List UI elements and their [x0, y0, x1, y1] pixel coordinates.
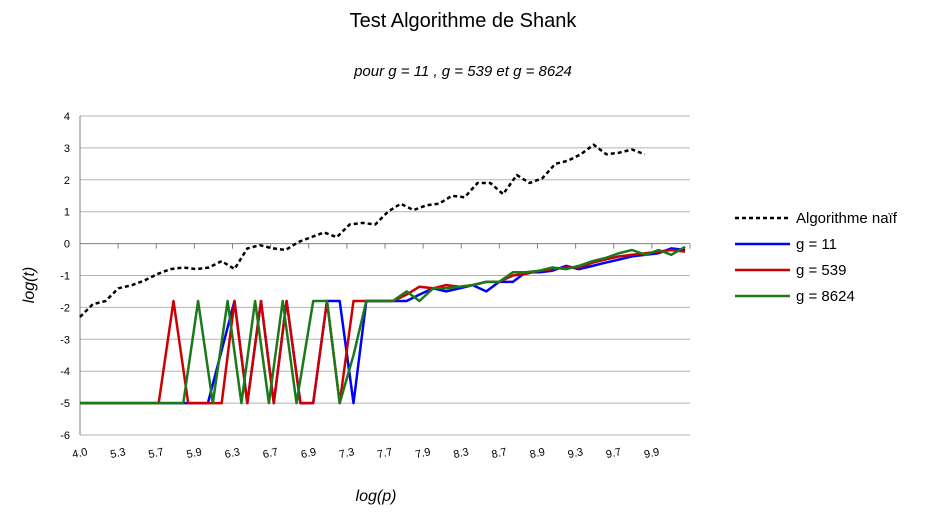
y-tick-label: 3 [64, 143, 70, 155]
y-tick-label: -5 [60, 398, 70, 410]
x-axis-title: log(p) [356, 488, 397, 505]
legend: Algorithme naïf g = 11 g = 539 g = 8624 [735, 210, 898, 305]
legend-label: g = 8624 [796, 288, 855, 305]
y-tick-label: -2 [60, 302, 70, 314]
gridlines [80, 115, 690, 436]
x-tick-label: 8.9 [529, 446, 546, 461]
y-tick-label: -3 [60, 334, 70, 346]
y-tick-label: -4 [60, 366, 70, 378]
y-tick-label: -1 [60, 271, 70, 283]
chart-subtitle: pour g = 11 , g = 539 et g = 8624 [353, 63, 572, 80]
x-tick-label: 8.7 [491, 446, 508, 461]
x-tick-label: 8.3 [452, 446, 469, 461]
y-tick-label: 2 [64, 175, 70, 187]
series-group [80, 245, 686, 405]
series-lines [79, 143, 686, 405]
legend-label: Algorithme naïf [796, 210, 898, 227]
x-tick-label: 7.9 [414, 446, 431, 461]
x-tick-label: 9.7 [605, 446, 622, 461]
legend-label: g = 11 [796, 236, 837, 253]
x-tick-label: 5.7 [147, 446, 164, 461]
x-tick-label: 5.3 [109, 446, 126, 461]
x-tick-label: 6.3 [224, 446, 241, 461]
y-axis-title: log(t) [21, 267, 38, 303]
series-group [79, 143, 646, 318]
series-line [80, 245, 686, 405]
y-tick-label: -6 [60, 430, 70, 442]
series-group [80, 248, 686, 405]
x-tick-label: 9.3 [567, 446, 584, 461]
x-tick-label: 4.0 [71, 446, 88, 461]
x-tick-label: 6.9 [300, 446, 317, 461]
x-tick-label: 9.9 [643, 446, 660, 461]
x-tick-label: 7.3 [338, 446, 355, 461]
x-tick-label: 5.9 [186, 446, 203, 461]
axes: -6 -5 -4 -3 -2 -1 0 1 2 3 4 4.0 5.3 5.7 5.9 6.3 6.7 6.9 7.… [60, 111, 691, 461]
x-tick-label: 7.7 [376, 446, 393, 461]
y-tick-label: 1 [64, 207, 70, 219]
y-tick-label: 4 [64, 111, 70, 123]
series-line [80, 248, 686, 405]
legend-label: g = 539 [796, 262, 846, 279]
y-tick-label: 0 [64, 239, 70, 251]
chart-title: Test Algorithme de Shank [350, 10, 578, 32]
x-tick-label: 6.7 [262, 446, 279, 461]
series-line [79, 143, 646, 318]
